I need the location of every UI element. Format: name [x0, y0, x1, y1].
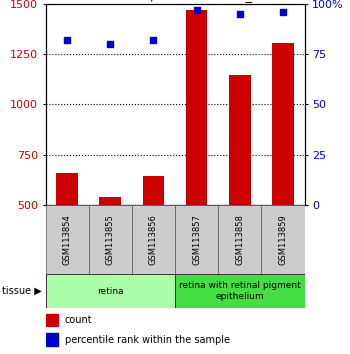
Point	[64, 37, 70, 43]
Text: percentile rank within the sample: percentile rank within the sample	[65, 335, 230, 345]
Point	[150, 37, 156, 43]
Bar	[46, 333, 58, 346]
Bar	[186, 10, 207, 205]
Bar	[175, 274, 304, 308]
Text: GSM113859: GSM113859	[278, 215, 287, 265]
Text: GSM113857: GSM113857	[192, 215, 201, 265]
Point	[194, 7, 199, 12]
Point	[237, 11, 243, 17]
Text: GSM113858: GSM113858	[235, 215, 244, 265]
Bar	[229, 75, 251, 205]
Title: GDS2556 / Dr.3459.1.S1_at: GDS2556 / Dr.3459.1.S1_at	[84, 0, 266, 2]
Bar	[218, 205, 261, 274]
Bar	[46, 205, 89, 274]
Bar	[99, 197, 121, 205]
Text: retina: retina	[97, 287, 124, 296]
Bar	[261, 205, 304, 274]
Point	[280, 9, 286, 15]
Bar	[272, 43, 294, 205]
Bar	[46, 314, 58, 326]
Bar	[132, 205, 175, 274]
Text: GSM113855: GSM113855	[106, 215, 115, 265]
Text: GSM113854: GSM113854	[63, 215, 72, 265]
Bar	[56, 173, 78, 205]
Text: tissue ▶: tissue ▶	[2, 286, 42, 296]
Point	[107, 41, 113, 47]
Bar	[175, 205, 218, 274]
Bar	[46, 274, 175, 308]
Bar	[89, 205, 132, 274]
Bar	[143, 176, 164, 205]
Text: retina with retinal pigment
epithelium: retina with retinal pigment epithelium	[179, 281, 301, 301]
Text: GSM113856: GSM113856	[149, 215, 158, 265]
Text: count: count	[65, 315, 92, 325]
